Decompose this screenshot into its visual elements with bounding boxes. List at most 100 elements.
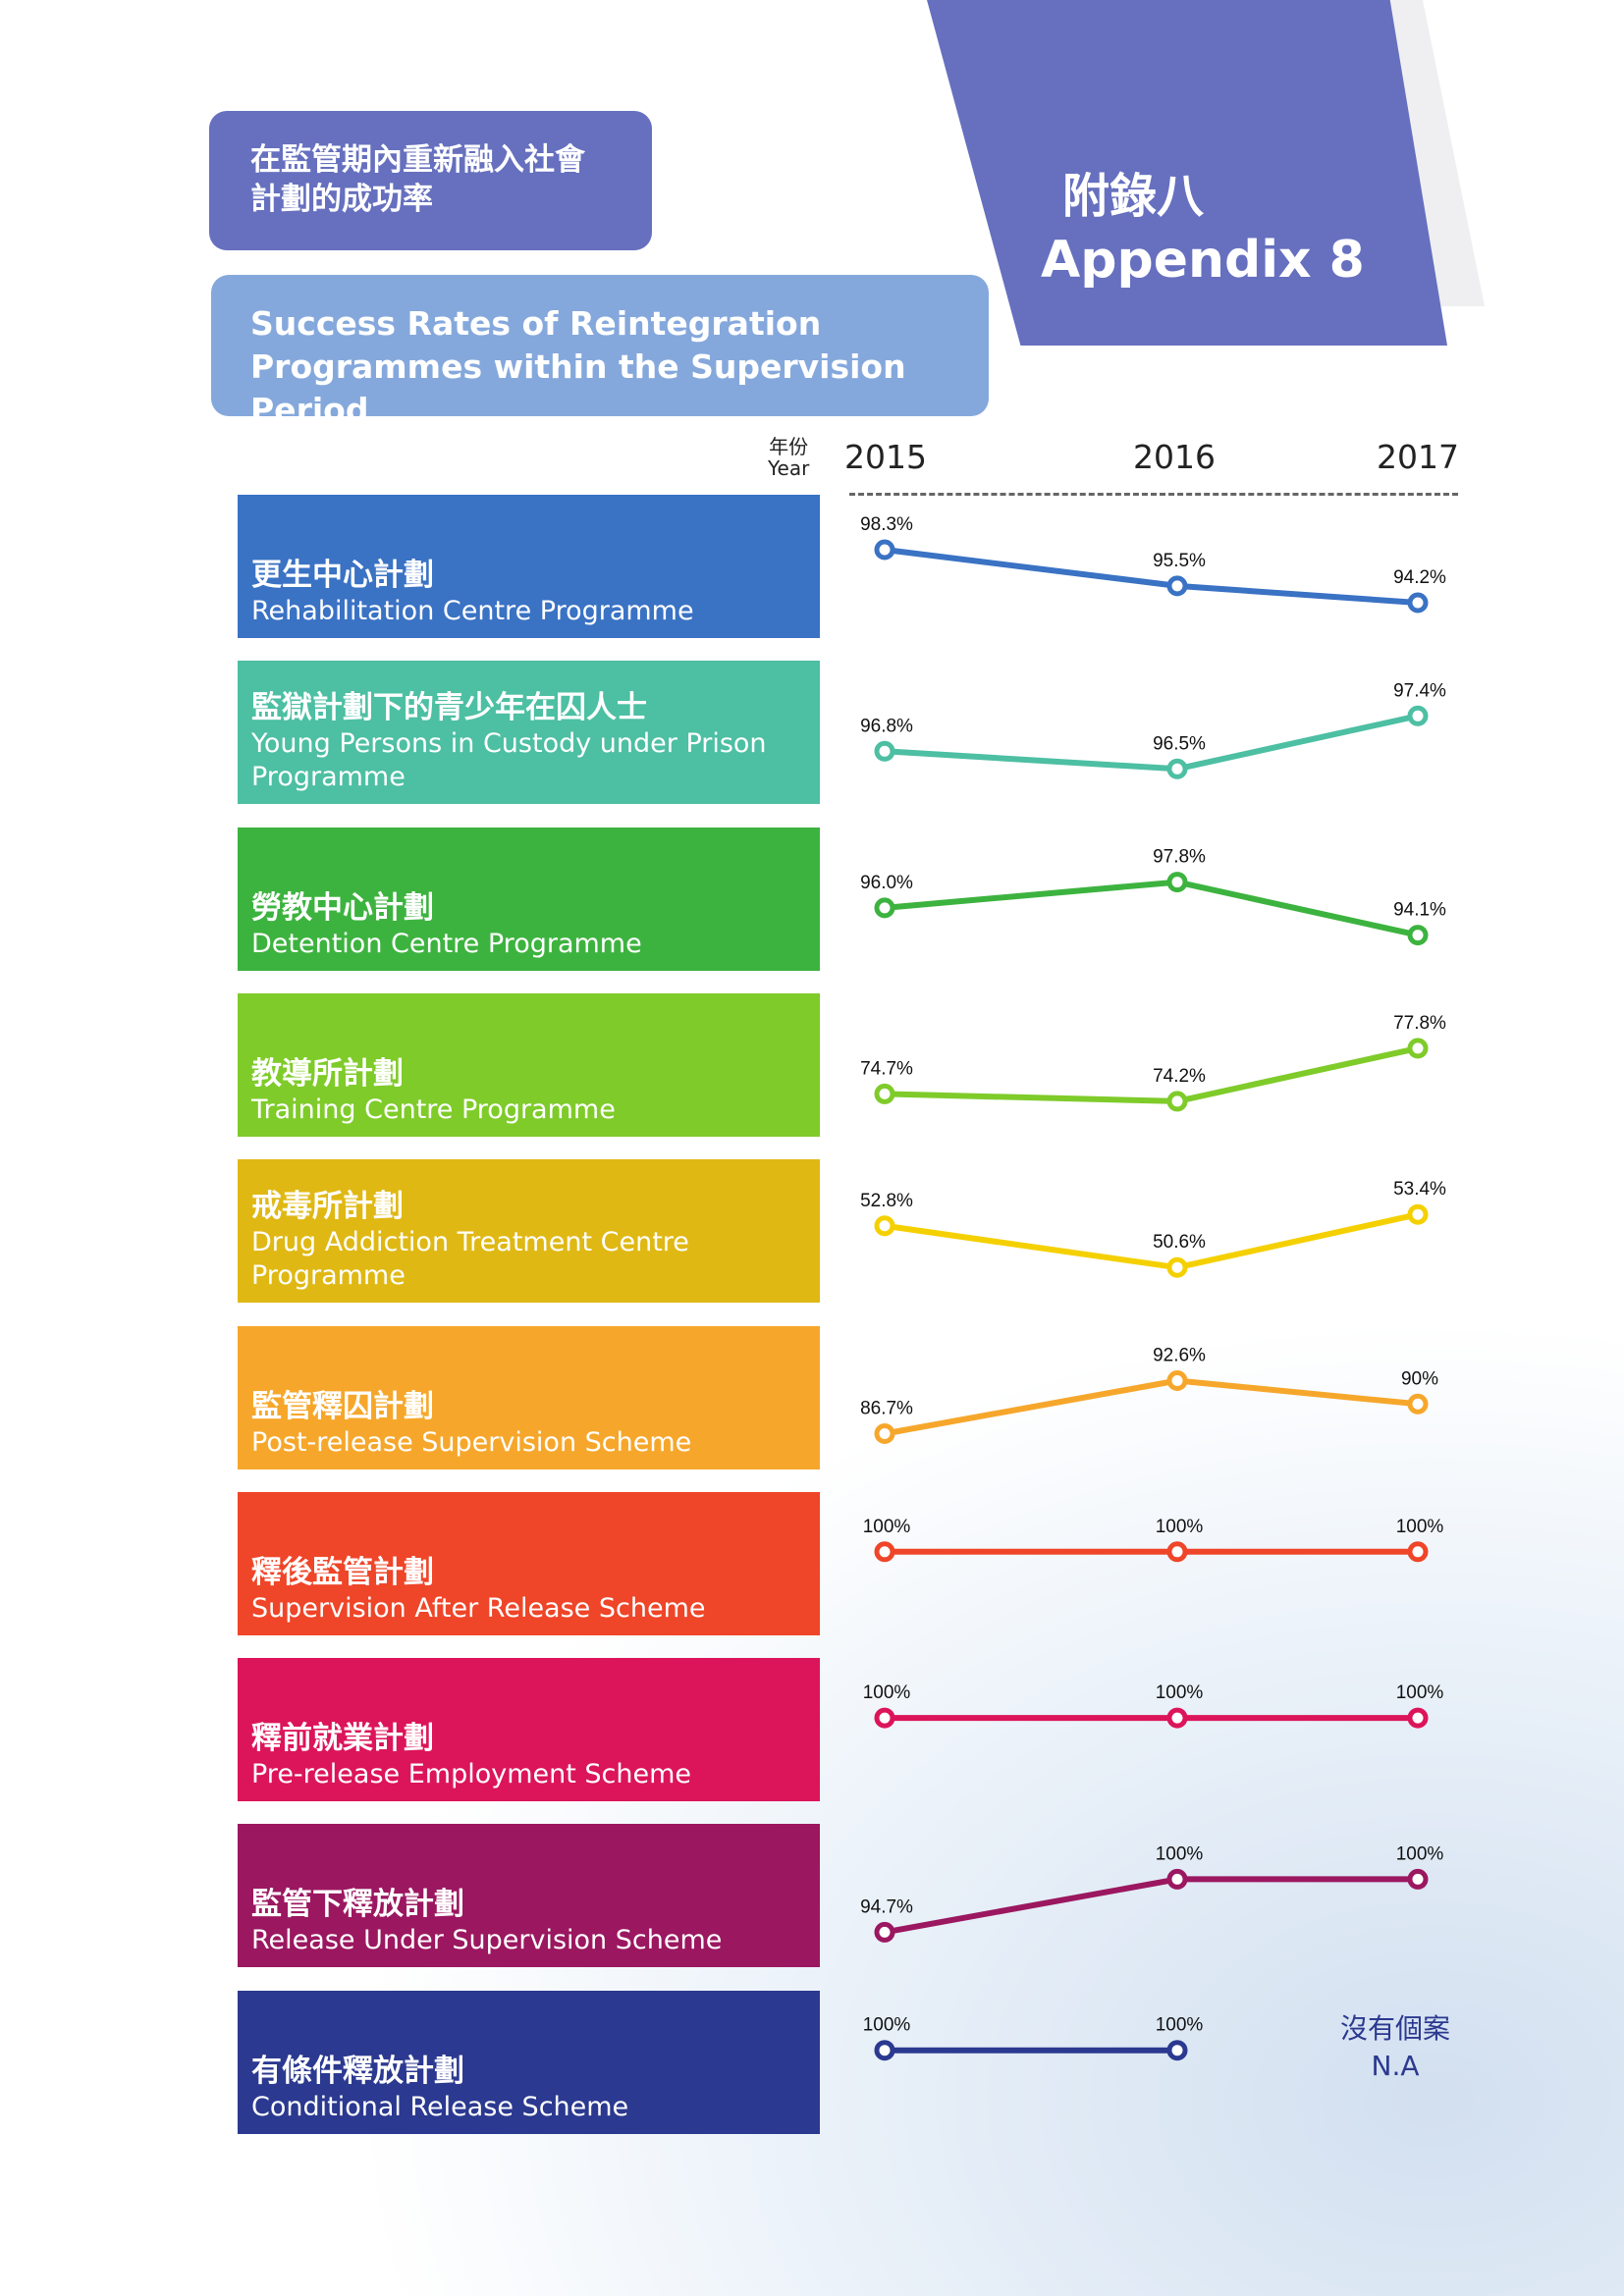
programme-name-zh: 監管釋囚計劃 xyxy=(251,1388,434,1424)
programme-label-box: 勞教中心計劃 Detention Centre Programme xyxy=(238,827,820,971)
programme-name-en: Conditional Release Scheme xyxy=(251,2091,629,2122)
page-title-en-line1: Success Rates of Reintegration xyxy=(250,304,822,343)
data-point xyxy=(1166,2040,1188,2061)
data-label: 100% xyxy=(863,2015,911,2036)
programme-name-en: Drug Addiction Treatment Centre Programm… xyxy=(251,1227,689,1292)
data-label: 77.8% xyxy=(1393,1013,1446,1034)
data-label: 90% xyxy=(1401,1368,1438,1389)
programme-label-box: 戒毒所計劃 Drug Addiction Treatment Centre Pro… xyxy=(238,1159,820,1304)
data-point xyxy=(1166,1707,1188,1729)
programme-name-en: Training Centre Programme xyxy=(251,1094,616,1125)
series-line-segment xyxy=(884,1876,1178,1936)
appendix-title-en: Appendix 8 xyxy=(1041,231,1365,290)
data-label: 97.8% xyxy=(1153,847,1206,868)
appendix-banner xyxy=(927,0,1447,346)
x-axis-label: 年份 Year xyxy=(768,436,809,479)
data-label: 100% xyxy=(1396,1843,1444,1864)
programme-name-zh: 有條件釋放計劃 xyxy=(251,2053,464,2089)
data-point xyxy=(874,740,895,762)
data-label: 94.7% xyxy=(860,1896,913,1917)
x-tick-2016: 2016 xyxy=(1133,438,1216,476)
programme-label-box: 釋後監管計劃 Supervision After Release Scheme xyxy=(238,1491,820,1635)
page-title-en: Success Rates of Reintegration Programme… xyxy=(211,275,989,429)
data-point xyxy=(874,539,895,561)
programme-name-zh: 釋後監管計劃 xyxy=(251,1554,434,1590)
data-label: 50.6% xyxy=(1153,1232,1206,1253)
programme-label-box: 更生中心計劃 Rehabilitation Centre Programme xyxy=(238,495,820,638)
programme-name-en: Supervision After Release Scheme xyxy=(251,1592,706,1624)
programme-label-box: 有條件釋放計劃 Conditional Release Scheme xyxy=(238,1990,820,2134)
data-label: 74.7% xyxy=(860,1058,913,1079)
data-point xyxy=(874,1707,895,1729)
data-point xyxy=(874,897,895,919)
header-divider xyxy=(849,493,1458,496)
programme-name-zh: 釋前就業計劃 xyxy=(251,1721,434,1757)
x-tick-2017: 2017 xyxy=(1377,438,1459,476)
page-title-zh-line1: 在監管期內重新融入社會 xyxy=(250,142,585,178)
programme-name-en: Post-release Supervision Scheme xyxy=(251,1426,692,1458)
programme-label-box: 監管下釋放計劃 Release Under Supervision Scheme xyxy=(238,1824,820,1968)
data-label: 100% xyxy=(1156,1843,1204,1864)
data-label: 97.4% xyxy=(1393,680,1446,701)
data-point xyxy=(1407,925,1429,946)
programme-name-en: Rehabilitation Centre Programme xyxy=(251,596,694,626)
programme-label-box: 教導所計劃 Training Centre Programme xyxy=(238,992,820,1137)
data-point xyxy=(1166,1868,1188,1890)
data-label: 53.4% xyxy=(1393,1179,1446,1200)
appendix-title-zh: 附錄八 xyxy=(1062,169,1205,224)
programme-name-zh: 監管下釋放計劃 xyxy=(251,1887,464,1923)
page-title-zh: 在監管期內重新融入社會 計劃的成功率 xyxy=(209,111,652,250)
data-point xyxy=(1407,1203,1429,1225)
programme-name-zh: 監獄計劃下的青少年在囚人士 xyxy=(251,690,647,726)
series-line-segment xyxy=(1176,879,1419,938)
data-label: 94.2% xyxy=(1393,567,1446,588)
series-line-segment xyxy=(884,748,1178,773)
programme-label-box: 監管釋囚計劃 Post-release Supervision Scheme xyxy=(238,1325,820,1469)
data-point xyxy=(1407,1868,1429,1890)
programme-name-zh: 勞教中心計劃 xyxy=(251,889,434,926)
series-line-segment xyxy=(1176,713,1419,773)
data-point xyxy=(1166,758,1188,779)
na-label-zh: 沒有個案 xyxy=(1340,2012,1451,2045)
data-label: 96.0% xyxy=(860,873,913,893)
programme-name-en: Young Persons in Custody under Prison Pr… xyxy=(251,728,767,793)
programme-name-zh: 更生中心計劃 xyxy=(251,558,434,593)
data-label: 86.7% xyxy=(860,1399,913,1419)
data-label: 100% xyxy=(1396,1517,1444,1537)
x-axis-label-zh: 年份 xyxy=(769,435,809,458)
x-tick-2015: 2015 xyxy=(844,438,927,476)
data-point xyxy=(1407,1393,1429,1415)
data-point xyxy=(1407,1541,1429,1563)
programme-name-en: Detention Centre Programme xyxy=(251,928,642,959)
series-line-segment xyxy=(884,547,1178,589)
data-point xyxy=(874,2040,895,2061)
data-label: 100% xyxy=(1156,1517,1204,1537)
data-point xyxy=(874,1423,895,1444)
x-axis-label-en: Year xyxy=(768,456,810,480)
data-point xyxy=(1166,1370,1188,1391)
data-label: 74.2% xyxy=(1153,1066,1206,1087)
data-label: 98.3% xyxy=(860,514,913,535)
data-point xyxy=(1166,575,1188,597)
na-label: 沒有個案 N.A xyxy=(1340,2010,1450,2085)
data-point xyxy=(874,1215,895,1237)
data-point xyxy=(874,1921,895,1943)
data-label: 100% xyxy=(1156,1682,1204,1703)
data-label: 100% xyxy=(863,1517,911,1537)
series-line-segment xyxy=(884,1377,1178,1437)
data-label: 100% xyxy=(1396,1682,1444,1703)
data-point xyxy=(1166,1256,1188,1278)
series-line-segment xyxy=(884,879,1178,911)
programme-name-en: Pre-release Employment Scheme xyxy=(251,1759,692,1790)
data-point xyxy=(1166,872,1188,893)
data-label: 52.8% xyxy=(860,1191,913,1211)
data-point xyxy=(1166,1091,1188,1112)
data-label: 100% xyxy=(863,1682,911,1703)
series-line-segment xyxy=(884,1222,1178,1271)
na-label-en: N.A xyxy=(1371,2050,1420,2082)
data-point xyxy=(1166,1541,1188,1563)
data-label: 100% xyxy=(1156,2015,1204,2036)
data-point xyxy=(874,1083,895,1104)
page-title-en-line2: Programmes within the Supervision Period xyxy=(250,347,906,429)
